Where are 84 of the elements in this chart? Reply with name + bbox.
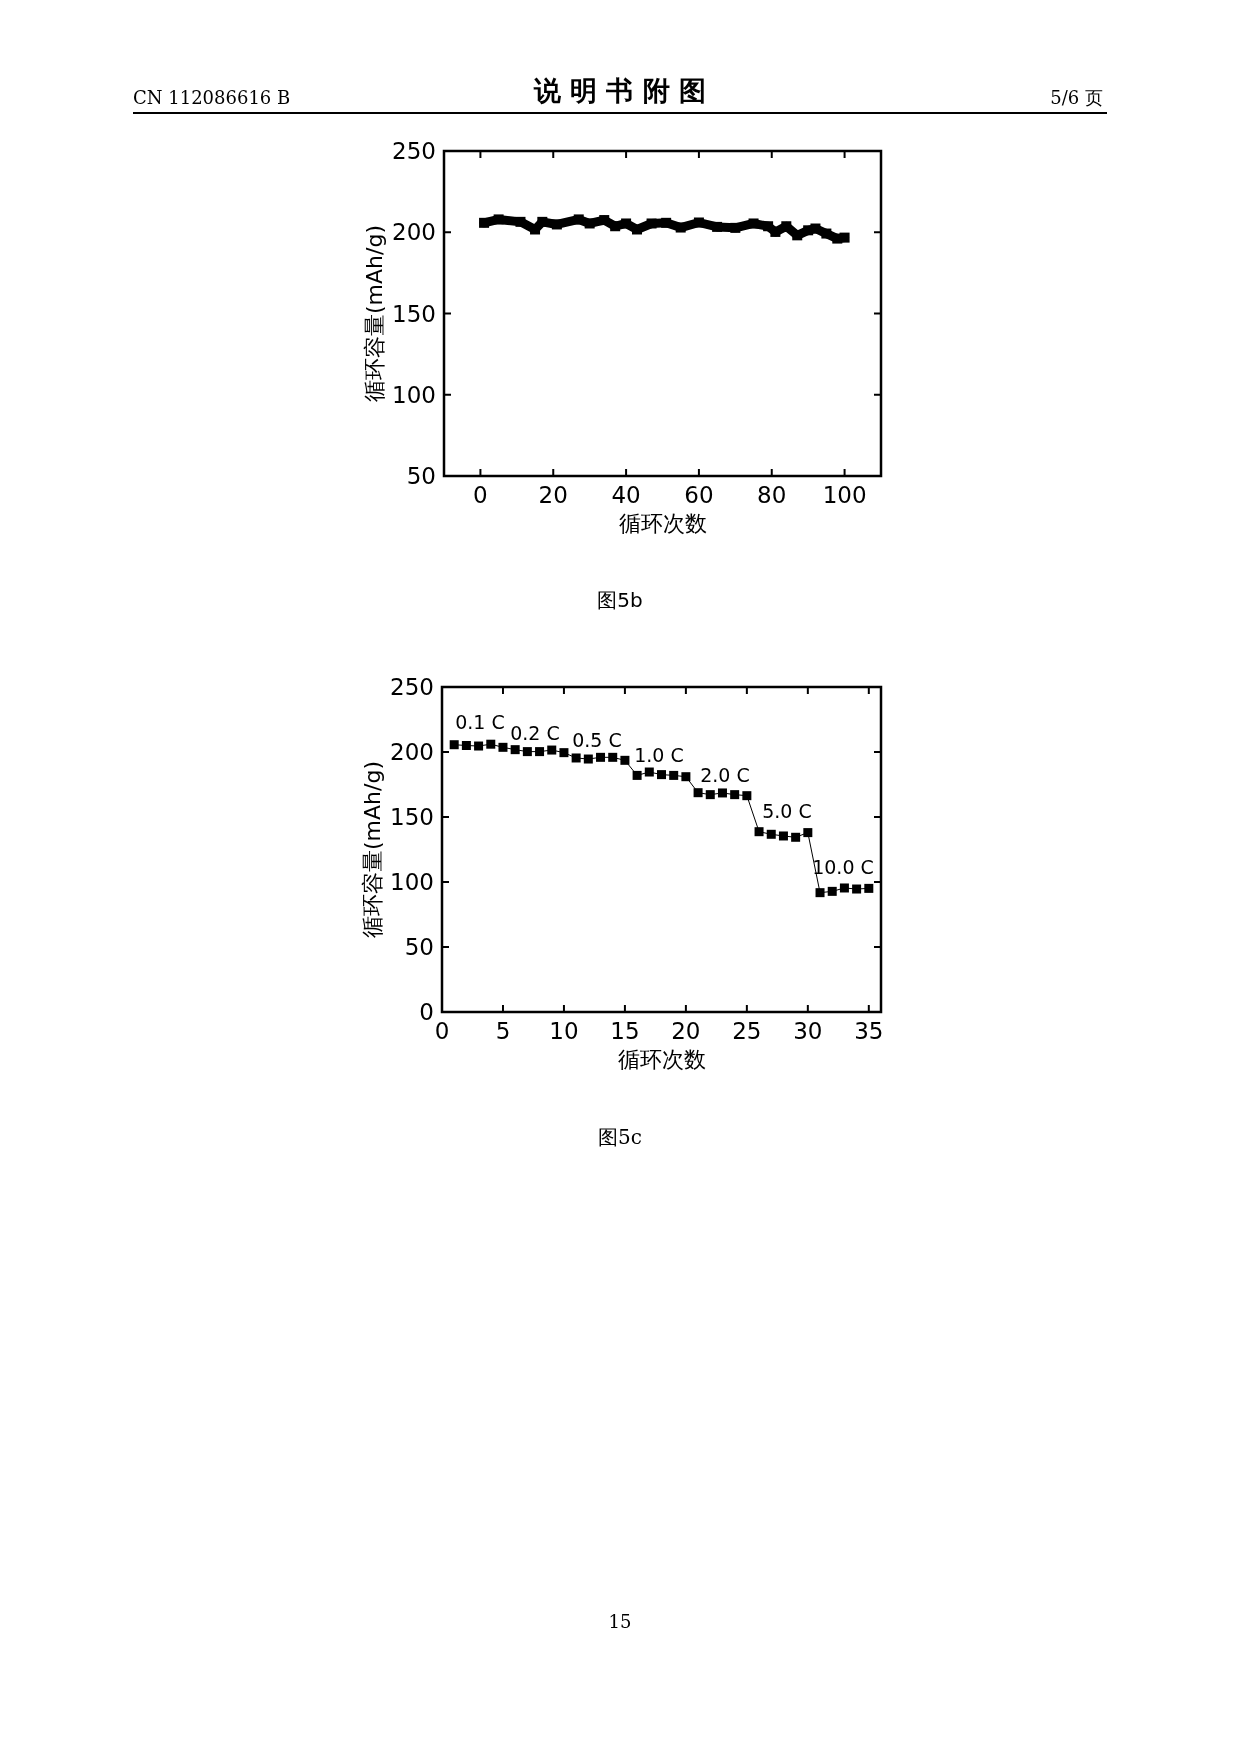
point bbox=[610, 221, 621, 232]
point bbox=[537, 216, 548, 227]
point bbox=[559, 748, 569, 758]
x-tick-label: 80 bbox=[757, 482, 787, 508]
x-tick-label: 35 bbox=[854, 1018, 884, 1044]
point bbox=[547, 745, 557, 755]
y-tick-label: 250 bbox=[390, 674, 434, 700]
point bbox=[791, 832, 801, 842]
x-tick-label: 100 bbox=[822, 482, 867, 508]
point bbox=[730, 790, 740, 800]
x-axis-title: 循环次数 bbox=[618, 511, 707, 536]
point bbox=[620, 755, 630, 765]
y-tick-label: 250 bbox=[392, 138, 436, 164]
point bbox=[803, 828, 813, 838]
point bbox=[839, 883, 849, 893]
point bbox=[742, 791, 752, 801]
point bbox=[839, 232, 850, 243]
point bbox=[599, 215, 610, 226]
annotation: 0.1 C bbox=[455, 711, 505, 733]
x-tick-label: 60 bbox=[684, 482, 714, 508]
point bbox=[608, 752, 618, 762]
point bbox=[596, 752, 606, 762]
point bbox=[669, 770, 679, 780]
y-tick-label: 150 bbox=[390, 804, 434, 830]
point bbox=[479, 217, 490, 228]
point bbox=[510, 745, 520, 755]
y-tick-label: 100 bbox=[392, 381, 436, 408]
y-tick-label: 100 bbox=[390, 869, 434, 895]
y-axis-title: 循环容量(mAh/g) bbox=[362, 225, 387, 402]
y-tick-label: 200 bbox=[390, 739, 434, 765]
text: CN 112086616 B bbox=[133, 87, 291, 108]
x-tick-label: 0 bbox=[473, 482, 488, 508]
point bbox=[621, 218, 632, 229]
x-tick-label: 25 bbox=[732, 1018, 762, 1044]
caption: 图5b bbox=[597, 588, 643, 612]
point bbox=[632, 770, 642, 780]
x-tick-label: 40 bbox=[611, 482, 641, 508]
point bbox=[515, 216, 526, 227]
text: 5/6 页 bbox=[1050, 87, 1103, 108]
y-tick-label: 150 bbox=[392, 300, 436, 327]
point bbox=[583, 754, 593, 764]
y-tick-label: 50 bbox=[406, 463, 436, 489]
point bbox=[693, 788, 703, 798]
point bbox=[644, 767, 654, 777]
y-tick-label: 0 bbox=[419, 999, 434, 1025]
x-tick-label: 20 bbox=[671, 1018, 701, 1044]
x-tick-label: 5 bbox=[495, 1018, 511, 1044]
caption: 图5c bbox=[598, 1125, 642, 1149]
point bbox=[498, 742, 508, 752]
point bbox=[449, 740, 459, 750]
point bbox=[657, 770, 666, 780]
x-tick-label: 20 bbox=[538, 482, 568, 508]
annotation: 5.0 C bbox=[762, 800, 812, 822]
point bbox=[522, 747, 532, 757]
annotation: 1.0 C bbox=[634, 744, 684, 766]
point bbox=[486, 739, 496, 749]
point bbox=[770, 226, 781, 237]
x-axis-title: 循环次数 bbox=[617, 1047, 706, 1072]
point bbox=[766, 829, 776, 839]
point bbox=[778, 831, 788, 841]
y-axis-title: 循环容量(mAh/g) bbox=[360, 761, 385, 938]
point bbox=[681, 772, 691, 782]
x-tick-label: 30 bbox=[793, 1018, 823, 1044]
point bbox=[717, 788, 727, 798]
point bbox=[632, 224, 643, 235]
x-tick-label: 15 bbox=[610, 1018, 640, 1044]
annotation: 2.0 C bbox=[700, 764, 750, 786]
point bbox=[571, 753, 581, 763]
y-tick-label: 200 bbox=[392, 219, 436, 246]
point bbox=[864, 883, 874, 893]
point bbox=[815, 888, 825, 898]
point bbox=[705, 790, 715, 800]
annotation: 0.2 C bbox=[510, 722, 560, 744]
point bbox=[461, 741, 471, 750]
point bbox=[852, 884, 862, 894]
point bbox=[535, 747, 545, 757]
x-tick-label: 10 bbox=[549, 1018, 579, 1044]
point bbox=[754, 827, 764, 837]
chart-title: 说 明 书 附 图 bbox=[532, 75, 707, 106]
point bbox=[827, 886, 837, 896]
annotation: 0.5 C bbox=[572, 729, 622, 751]
text: 15 bbox=[608, 1611, 632, 1632]
point bbox=[474, 741, 484, 751]
y-tick-label: 50 bbox=[404, 934, 434, 960]
